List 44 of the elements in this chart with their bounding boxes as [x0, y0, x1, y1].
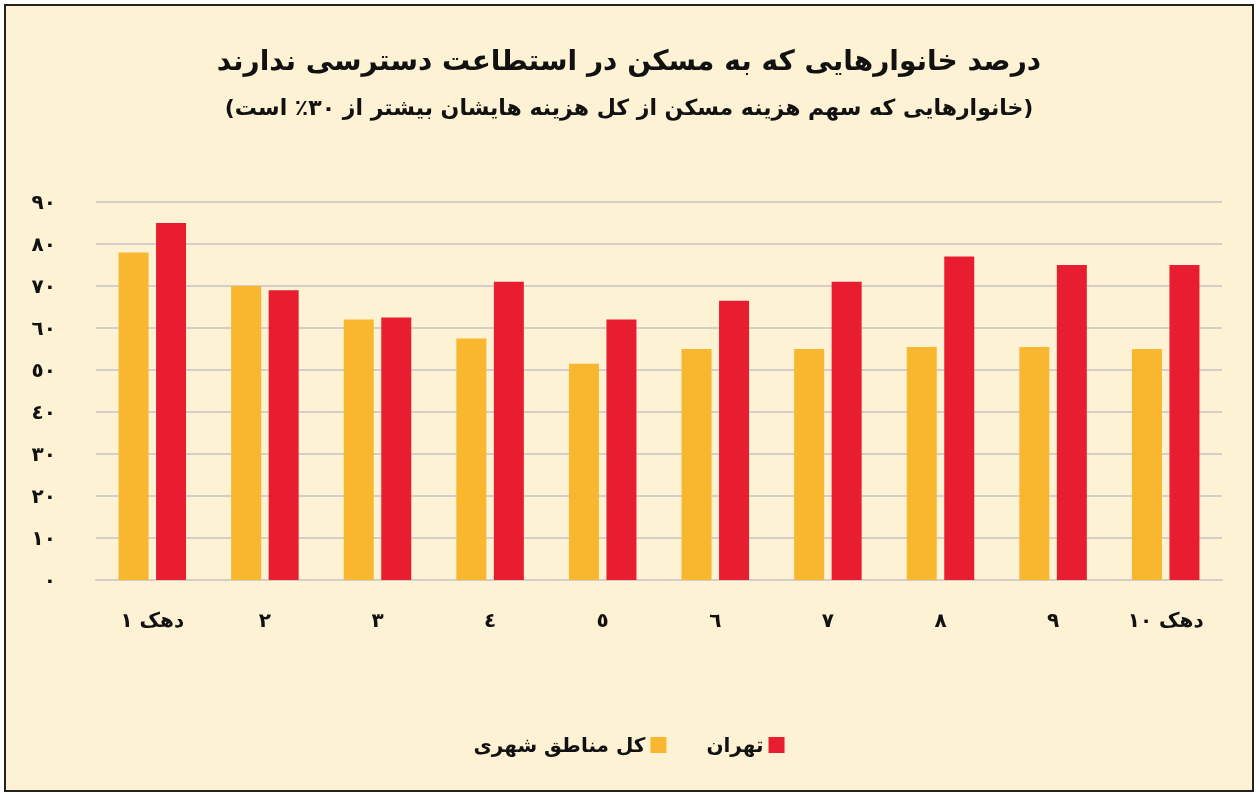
x-tick-label: ٤	[483, 608, 497, 632]
legend-label: کل مناطق شهری	[473, 733, 646, 757]
y-tick-label: ٣٠	[31, 442, 56, 466]
bar	[1169, 265, 1200, 580]
y-tick-label: ٢٠	[31, 484, 56, 508]
bar	[719, 300, 750, 580]
y-tick-label: ١٠	[31, 526, 56, 550]
bar	[118, 252, 149, 580]
y-tick-label: ٨٠	[31, 232, 56, 256]
x-tick-label: ٩	[1046, 608, 1060, 632]
x-tick-label: ٧	[821, 608, 835, 632]
bar	[268, 290, 299, 580]
x-tick-label: دهک ١٠	[1127, 608, 1204, 632]
x-tick-label: ٥	[596, 608, 609, 632]
chart-subtitle: (خانوارهایی که سهم هزینه مسکن از کل هزینه هایشان بیشتر از ٣٠٪ است)	[224, 94, 1034, 121]
bar	[906, 346, 937, 580]
x-tick-label: دهک ١	[120, 608, 185, 632]
bar	[381, 317, 412, 580]
x-tick-label: ٦	[709, 608, 722, 632]
x-tick-label: ٨	[934, 608, 947, 632]
chart-title: درصد خانوارهایی که به مسکن در استطاعت دسترسی ندارند	[216, 43, 1042, 77]
y-tick-label: ٩٠	[31, 190, 56, 214]
bar	[1019, 346, 1050, 580]
bar	[343, 319, 374, 580]
y-tick-label: ٠	[43, 568, 56, 592]
bar	[1131, 349, 1162, 580]
bar	[568, 363, 599, 580]
legend-label: تهران	[706, 733, 764, 757]
bar	[794, 349, 825, 580]
bar	[156, 223, 187, 580]
x-tick-label: ٣	[371, 608, 384, 632]
y-tick-label: ٧٠	[31, 274, 56, 298]
bar	[681, 349, 712, 580]
y-tick-label: ٥٠	[31, 358, 56, 382]
bar	[831, 281, 862, 580]
y-tick-label: ٦٠	[31, 316, 56, 340]
bar	[606, 319, 637, 580]
bar	[456, 338, 487, 580]
bar	[493, 281, 524, 580]
x-tick-label: ٢	[258, 608, 272, 632]
bar	[231, 286, 262, 580]
bar	[944, 256, 975, 580]
y-tick-label: ٤٠	[31, 400, 56, 424]
bar	[1056, 265, 1087, 580]
